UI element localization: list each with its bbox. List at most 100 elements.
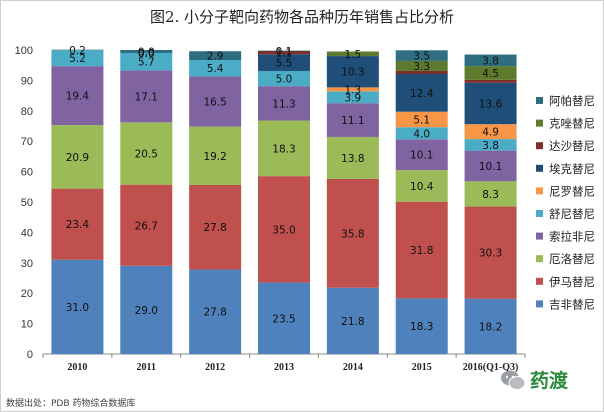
bar-segment [326,287,379,354]
data-label: 0.0 [138,48,155,60]
bar-segment [258,50,310,52]
y-tick-label: 80 [21,106,33,118]
y-tick-label: 60 [21,167,33,179]
data-label: 3.8 [482,140,499,152]
data-label: 31.0 [66,302,89,314]
legend-swatch [536,142,543,150]
y-tick-label: 50 [21,197,33,209]
legend-label: 舒尼替尼 [549,207,595,221]
bar-segment [189,184,242,270]
data-label: 10.4 [410,181,434,193]
data-label: 31.8 [410,245,433,257]
data-label: 30.3 [479,248,502,260]
legend-swatch [536,255,543,263]
data-label: 1.5 [345,49,362,61]
bar-segment [189,51,242,61]
data-label: 5.0 [276,74,293,86]
data-label: 19.4 [66,91,90,103]
bar-segment [120,50,173,54]
data-label: 3.5 [413,51,430,63]
y-tick-label: 70 [21,136,33,148]
data-label: 10.1 [479,161,502,173]
bar-segment [464,54,517,67]
data-label: 5.5 [276,58,293,70]
bar-segment [395,201,448,299]
legend-swatch [536,232,543,240]
bar-segment [258,120,310,177]
bar-segment [395,298,448,354]
legend-swatch [536,119,543,127]
legend-swatch [536,210,543,217]
bar-segment [395,70,448,75]
bar-segment [189,269,242,354]
x-tick-label: 2016(Q1-Q3) [463,362,519,373]
data-label: 5.2 [69,53,86,65]
data-label: 26.7 [135,220,158,232]
bar-segment [189,60,242,77]
legend-label: 伊马替尼 [549,275,595,289]
bar-segment [258,282,310,354]
data-label: 5.4 [207,63,224,75]
bar-segment [51,259,104,354]
legend-swatch [536,187,543,195]
bar-segment [51,188,104,260]
data-label: 0.0 [138,47,155,59]
bar-segment [51,125,104,189]
y-tick-label: 10 [21,319,33,331]
data-label: 10.1 [410,150,433,162]
data-label: 0.1 [276,46,293,58]
legend-label: 厄洛替尼 [549,252,595,266]
bar-segment [395,111,448,128]
legend-label: 阿帕替尼 [549,94,595,108]
bar-segment [464,124,517,140]
bar-segment [395,50,448,61]
bar-segment [395,74,448,112]
bar-segment [326,136,379,179]
bar-segment [326,91,379,104]
x-tick-label: 2010 [67,362,87,373]
x-tick-label: 2011 [137,362,156,373]
bar-segment [395,139,448,171]
bar-segment [464,181,517,207]
data-label: 23.5 [272,313,295,325]
data-label: 23.4 [66,219,90,231]
data-label: 11.1 [341,115,364,127]
data-label: 21.8 [341,316,364,328]
data-label: 13.6 [479,99,503,111]
bar-segment [326,103,379,137]
data-label: 1.3 [345,84,362,96]
data-label: 35.0 [272,224,295,236]
bar-segment [120,184,173,266]
bar-segment [464,139,517,151]
y-tick-label: 30 [21,258,33,270]
data-label: 20.9 [66,152,89,164]
bar-segment [464,150,517,182]
legend-swatch [536,277,543,285]
legend-swatch [536,97,543,104]
bar-segment [395,170,448,202]
x-tick-label: 2014 [343,362,363,373]
x-tick-label: 2015 [412,362,432,373]
chart-title: 图2. 小分子靶向药物各品种历年销售占比分析 [150,8,454,26]
data-label: 8.3 [482,189,499,201]
wechat-icon [501,370,526,390]
data-label: 3.3 [413,61,430,73]
bar-segment [51,50,104,67]
y-tick-label: 90 [21,75,33,87]
bar-segment [120,70,173,123]
bar-segment [258,50,310,55]
data-label: 5.1 [413,114,430,126]
data-source-note: 数据出处：PDB 药物综合数据库 [6,399,136,409]
x-tick-label: 2012 [205,362,225,373]
bar-segment [258,54,310,71]
data-label: 3.8 [482,55,499,67]
data-label: 4.0 [413,128,430,140]
y-tick-label: 40 [21,227,33,239]
data-label: 11.3 [272,98,295,110]
data-label: 18.3 [272,143,295,155]
bar-segment [326,87,379,92]
brand-name: 药渡 [530,370,569,392]
bar-segment [189,126,242,185]
data-label: 1.1 [276,48,293,60]
